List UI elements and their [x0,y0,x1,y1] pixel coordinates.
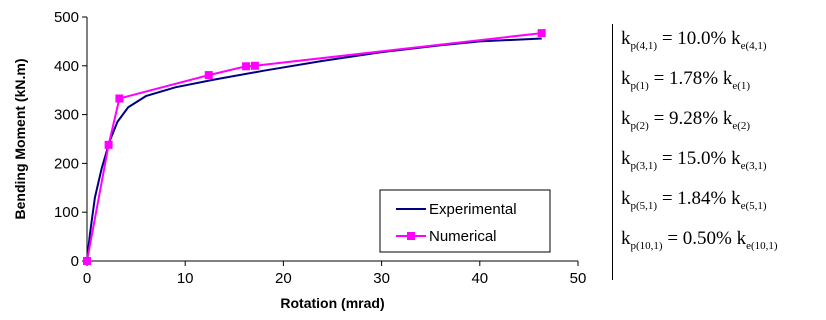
equation-rhs-symbol: k [718,108,733,129]
equation-ratio-value: 10.0% [677,28,727,49]
x-tick-label: 0 [83,270,91,287]
equation-lhs-symbol: k [621,148,631,169]
x-tick-label: 20 [275,270,292,287]
stiffness-equation: kp(5,1) = 1.84% ke(5,1) [621,188,767,217]
x-tick-label: 10 [177,270,194,287]
data-point-numerical [537,29,546,38]
data-point-numerical [242,62,251,71]
equation-ratio-value: 15.0% [677,148,727,169]
equation-rhs-subscript: e(1) [732,80,751,92]
equation-rhs-symbol: k [718,68,733,89]
stiffness-equation: kp(1) = 1.78% ke(1) [621,68,750,97]
equation-rhs-symbol: k [726,28,741,49]
equation-rhs-subscript: e(10,1) [746,240,778,252]
equation-rhs-subscript: e(3,1) [740,160,767,172]
equation-lhs-subscript: p(1) [630,80,649,92]
stiffness-equation: kp(3,1) = 15.0% ke(3,1) [621,148,767,177]
legend-label-numerical: Numerical [429,228,497,245]
x-tick-label: 40 [471,270,488,287]
y-tick-label: 300 [54,107,79,124]
stiffness-equation: kp(2) = 9.28% ke(2) [621,108,750,137]
legend-label-experimental: Experimental [429,201,517,218]
data-point-numerical [83,257,91,265]
equation-lhs-subscript: p(5,1) [630,200,658,212]
equation-equals: = [657,188,678,209]
equation-ratio-value: 0.50% [682,228,732,249]
y-tick-label: 400 [54,58,79,75]
equation-equals: = [648,68,670,89]
data-point-numerical [204,71,213,80]
equation-rhs-symbol: k [726,188,741,209]
y-axis-title: Bending Moment (kN.m) [12,59,28,220]
equation-equals: = [648,108,670,129]
equation-lhs-symbol: k [621,68,631,89]
equation-lhs-subscript: p(10,1) [630,240,663,252]
equation-lhs-subscript: p(3,1) [630,160,658,172]
data-point-numerical [250,61,259,70]
stiffness-equation: kp(10,1) = 0.50% ke(10,1) [621,228,778,257]
equation-rhs-symbol: k [731,228,747,249]
equation-lhs-symbol: k [621,28,631,49]
equation-lhs-symbol: k [621,228,631,249]
y-tick-label: 0 [71,253,79,270]
equation-equals: = [662,228,683,249]
equation-ratio-value: 9.28% [669,108,719,129]
equation-equals: = [657,28,678,49]
equation-equals: = [657,148,678,169]
equation-rhs-subscript: e(5,1) [740,200,767,212]
y-tick-label: 500 [54,9,79,26]
chart-axes [86,17,578,262]
x-tick-label: 50 [570,270,587,287]
equation-lhs-symbol: k [621,188,631,209]
equation-ratio-value: 1.84% [677,188,727,209]
equation-rhs-symbol: k [726,148,741,169]
stiffness-equation-panel: kp(4,1) = 10.0% ke(4,1) kp(1) = 1.78% ke(… [612,24,823,280]
equation-rhs-subscript: e(2) [732,120,751,132]
data-point-numerical [115,94,124,103]
x-tick-label: 30 [373,270,390,287]
equation-ratio-value: 1.78% [669,68,719,89]
chart-legend: Experimental Numerical [379,189,551,253]
legend-box [379,189,551,253]
equation-lhs-symbol: k [621,108,631,129]
equation-rhs-subscript: e(4,1) [740,40,767,52]
legend-marker-numerical [407,232,415,240]
equation-lhs-subscript: p(4,1) [630,40,658,52]
stiffness-equation: kp(4,1) = 10.0% ke(4,1) [621,28,767,57]
chart-series [83,29,546,265]
y-tick-label: 200 [54,155,79,172]
equation-lhs-subscript: p(2) [630,120,649,132]
data-point-numerical [104,140,113,149]
x-axis-title: Rotation (mrad) [280,295,384,311]
y-tick-label: 100 [54,204,79,221]
